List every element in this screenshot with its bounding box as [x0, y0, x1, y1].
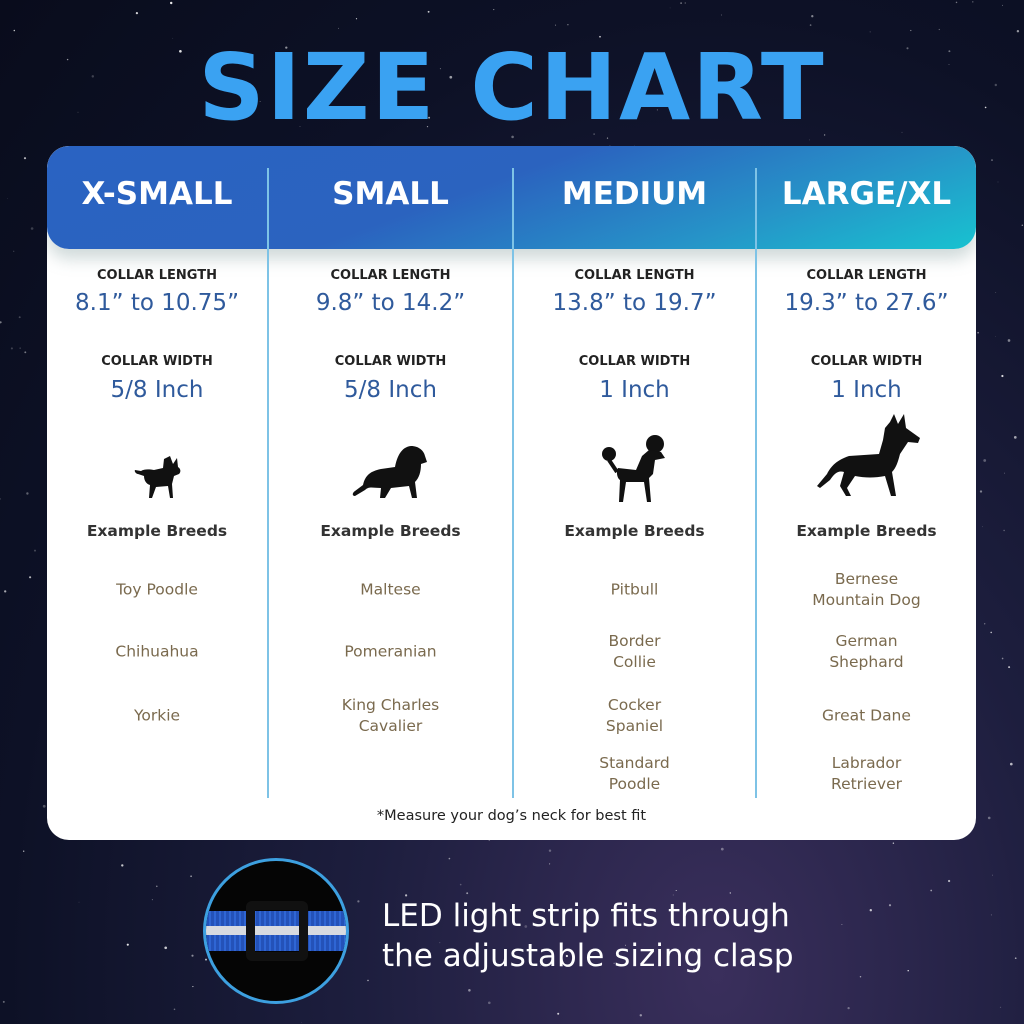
sizing-clasp — [246, 901, 308, 961]
collar-length-value: 19.3” to 27.6” — [784, 290, 949, 316]
collar-length-label: COLLAR LENGTH — [574, 268, 695, 283]
column-divider — [512, 168, 514, 798]
breed-item: Bernese Mountain Dog — [812, 570, 921, 609]
size-chart-card: X-SMALL COLLAR LENGTH 8.1” to 10.75” COL… — [47, 146, 976, 840]
feature-text: LED light strip fits through the adjusta… — [382, 896, 794, 976]
page-title: SIZE CHART — [198, 34, 826, 141]
size-column-medium: MEDIUM COLLAR LENGTH 13.8” to 19.7” COLL… — [514, 146, 755, 840]
cavalier-icon — [351, 444, 431, 504]
column-divider — [755, 168, 757, 798]
breed-item: Pomeranian — [344, 642, 437, 661]
size-column-x-small: X-SMALL COLLAR LENGTH 8.1” to 10.75” COL… — [47, 146, 267, 840]
breed-item: Standard Poodle — [599, 754, 670, 793]
clasp-photo — [203, 858, 349, 1004]
collar-width-value: 5/8 Inch — [344, 377, 437, 403]
collar-width-label: COLLAR WIDTH — [101, 354, 213, 369]
collar-width-label: COLLAR WIDTH — [810, 354, 923, 369]
example-breeds-label: Example Breeds — [86, 522, 228, 540]
breed-item: Pitbull — [610, 580, 659, 599]
feature-line-1: LED light strip fits through — [382, 898, 790, 934]
feature-line-2: the adjustable sizing clasp — [382, 938, 794, 974]
collar-width-value: 1 Inch — [831, 377, 902, 403]
collar-width-value: 5/8 Inch — [110, 377, 204, 403]
breed-item: King Charles Cavalier — [341, 696, 440, 735]
breed-item: Labrador Retriever — [831, 754, 902, 793]
collar-length-label: COLLAR LENGTH — [97, 268, 217, 283]
breed-item: Toy Poodle — [116, 580, 198, 599]
breed-item: Yorkie — [133, 706, 181, 725]
column-divider — [267, 168, 269, 798]
collar-length-label: COLLAR LENGTH — [330, 268, 451, 283]
breed-item: German Shephard — [829, 632, 904, 671]
example-breeds-label: Example Breeds — [564, 522, 705, 540]
shepherd-icon — [812, 412, 922, 502]
collar-length-value: 13.8” to 19.7” — [552, 290, 717, 316]
poodle-icon — [599, 434, 671, 508]
size-column-large-xl: LARGE/XL COLLAR LENGTH 19.3” to 27.6” CO… — [757, 146, 976, 840]
measure-note: *Measure your dog’s neck for best fit — [376, 808, 647, 824]
collar-length-label: COLLAR LENGTH — [806, 268, 927, 283]
chihuahua-icon — [132, 454, 182, 504]
size-name: SMALL — [332, 176, 449, 212]
collar-length-value: 8.1” to 10.75” — [75, 290, 239, 316]
example-breeds-label: Example Breeds — [320, 522, 461, 540]
collar-width-label: COLLAR WIDTH — [334, 354, 447, 369]
size-header-bar — [47, 146, 976, 249]
size-name: MEDIUM — [561, 176, 708, 212]
breed-item: Chihuahua — [115, 642, 199, 661]
breed-item: Cocker Spaniel — [605, 696, 664, 735]
led-strip — [206, 911, 346, 951]
collar-length-value: 9.8” to 14.2” — [315, 290, 466, 316]
size-name: X-SMALL — [81, 176, 233, 212]
collar-width-label: COLLAR WIDTH — [578, 354, 691, 369]
size-name: LARGE/XL — [781, 176, 952, 212]
collar-width-value: 1 Inch — [599, 377, 670, 403]
breed-item: Border Collie — [608, 632, 661, 671]
example-breeds-label: Example Breeds — [796, 522, 937, 540]
size-column-small: SMALL COLLAR LENGTH 9.8” to 14.2” COLLAR… — [269, 146, 512, 840]
breed-item: Maltese — [360, 580, 421, 599]
breed-item: Great Dane — [822, 706, 911, 725]
